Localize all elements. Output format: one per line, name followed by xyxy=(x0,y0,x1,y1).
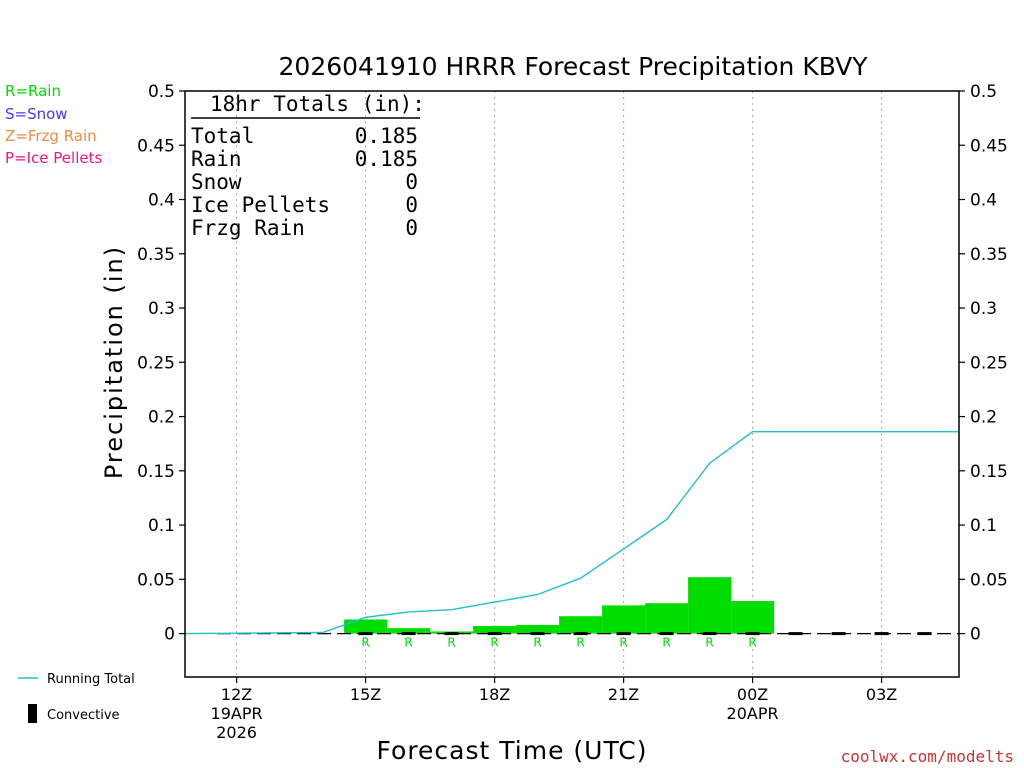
y-tick-label-right: 0.05 xyxy=(970,570,1008,590)
y-tick-label-left: 0.3 xyxy=(148,299,175,319)
y-tick-label-left: 0.45 xyxy=(137,136,175,156)
y-tick-label-left: 0 xyxy=(164,625,175,645)
x-axis-label: Forecast Time (UTC) xyxy=(377,736,648,765)
precip-type-label: R xyxy=(490,636,498,650)
totals-label-ice-pellets: Ice Pellets xyxy=(191,193,330,217)
running-total-line xyxy=(184,431,959,635)
y-tick-label-left: 0.1 xyxy=(148,516,175,536)
x-tick-label: 19APR xyxy=(211,704,263,723)
x-tick-label: 21Z xyxy=(608,685,639,704)
precip-bar xyxy=(344,619,388,634)
series-legend: Running Total Convective xyxy=(18,672,135,723)
convective-swatch xyxy=(28,704,37,723)
precip-type-label: R xyxy=(404,636,412,650)
legend-frzg-rain: Z=Frzg Rain xyxy=(5,127,97,145)
totals-value-total: 0.185 xyxy=(355,124,418,148)
y-tick-label-left: 0.25 xyxy=(137,353,175,373)
totals-box: 18hr Totals (in): Total 0.185 Rain 0.185… xyxy=(191,92,425,240)
y-tick-label-right: 0.3 xyxy=(970,299,997,319)
legend-rain: R=Rain xyxy=(5,82,61,100)
y-tick-label-left: 0.2 xyxy=(148,408,175,428)
precip-bar xyxy=(645,603,689,634)
precip-bar xyxy=(731,601,775,634)
totals-label-snow: Snow xyxy=(191,170,242,194)
convective-mark xyxy=(745,632,760,636)
chart-title: 2026041910 HRRR Forecast Precipitation K… xyxy=(279,52,869,81)
totals-value-rain: 0.185 xyxy=(355,147,418,171)
totals-value-frzg-rain: 0 xyxy=(405,216,418,240)
totals-label-total: Total xyxy=(191,124,254,148)
plot-frame xyxy=(184,90,960,678)
precip-bar xyxy=(688,577,732,634)
y-tick-label-right: 0 xyxy=(970,625,981,645)
precip-bar xyxy=(602,605,646,634)
y-axis-left: 0.5 0.45 0.4 0.35 0.3 0.25 0.2 0.15 0.1 0.05 0 xyxy=(137,82,185,645)
vertical-gridlines xyxy=(236,91,883,677)
precip-type-label: R xyxy=(705,636,713,650)
x-tick-label: 2026 xyxy=(216,723,257,742)
precip-type-label: R xyxy=(533,636,541,650)
totals-label-frzg-rain: Frzg Rain xyxy=(191,216,305,240)
y-tick-label-left: 0.05 xyxy=(137,570,175,590)
legend-ice-pellets: P=Ice Pellets xyxy=(5,149,102,167)
precip-type-label: R xyxy=(619,636,627,650)
y-tick-label-right: 0.25 xyxy=(970,353,1008,373)
y-tick-label-right: 0.4 xyxy=(970,191,997,211)
y-tick-label-left: 0.4 xyxy=(148,191,175,211)
y-axis-right: 0.5 0.45 0.4 0.35 0.3 0.25 0.2 0.15 0.1 0.05 0 xyxy=(959,82,1008,645)
precip-type-label: R xyxy=(662,636,670,650)
y-tick-label-right: 0.45 xyxy=(970,136,1008,156)
totals-label-rain: Rain xyxy=(191,147,242,171)
convective-mark xyxy=(444,632,459,636)
credit-text: coolwx.com/modelts xyxy=(841,747,1014,766)
precip-bar xyxy=(559,616,603,634)
convective-mark xyxy=(788,632,803,636)
precip-type-label: R xyxy=(576,636,584,650)
y-tick-label-right: 0.1 xyxy=(970,516,997,536)
totals-value-ice-pellets: 0 xyxy=(405,193,418,217)
x-tick-label: 18Z xyxy=(479,685,510,704)
precip-bar xyxy=(516,624,560,634)
precip-bars xyxy=(344,577,775,634)
y-tick-label-right: 0.35 xyxy=(970,245,1008,265)
x-tick-label: 03Z xyxy=(866,685,897,704)
precip-type-label: R xyxy=(748,636,756,650)
precip-type-legend: R=Rain S=Snow Z=Frzg Rain P=Ice Pellets xyxy=(5,82,102,167)
precip-bar xyxy=(473,625,517,634)
running-total-series xyxy=(184,431,959,635)
y-axis-label: Precipitation (in) xyxy=(100,245,128,479)
x-tick-label: 12Z xyxy=(221,685,252,704)
convective-legend-label: Convective xyxy=(47,708,120,723)
convective-mark xyxy=(487,632,502,636)
y-tick-label-left: 0.35 xyxy=(137,245,175,265)
y-tick-label-right: 0.5 xyxy=(970,82,997,102)
x-tick-label: 00Z xyxy=(737,685,768,704)
y-tick-label-right: 0.15 xyxy=(970,462,1008,482)
totals-header: 18hr Totals (in): xyxy=(210,92,425,116)
precip-type-label: R xyxy=(447,636,455,650)
precip-type-label: R xyxy=(361,636,369,650)
running-total-legend-label: Running Total xyxy=(47,672,135,687)
x-tick-label: 15Z xyxy=(350,685,381,704)
x-tick-label: 20APR xyxy=(727,704,779,723)
y-tick-label-left: 0.15 xyxy=(137,462,175,482)
y-tick-label-right: 0.2 xyxy=(970,408,997,428)
y-tick-label-left: 0.5 xyxy=(148,82,175,102)
totals-value-snow: 0 xyxy=(405,170,418,194)
precip-bar xyxy=(387,628,431,634)
legend-snow: S=Snow xyxy=(5,105,68,123)
